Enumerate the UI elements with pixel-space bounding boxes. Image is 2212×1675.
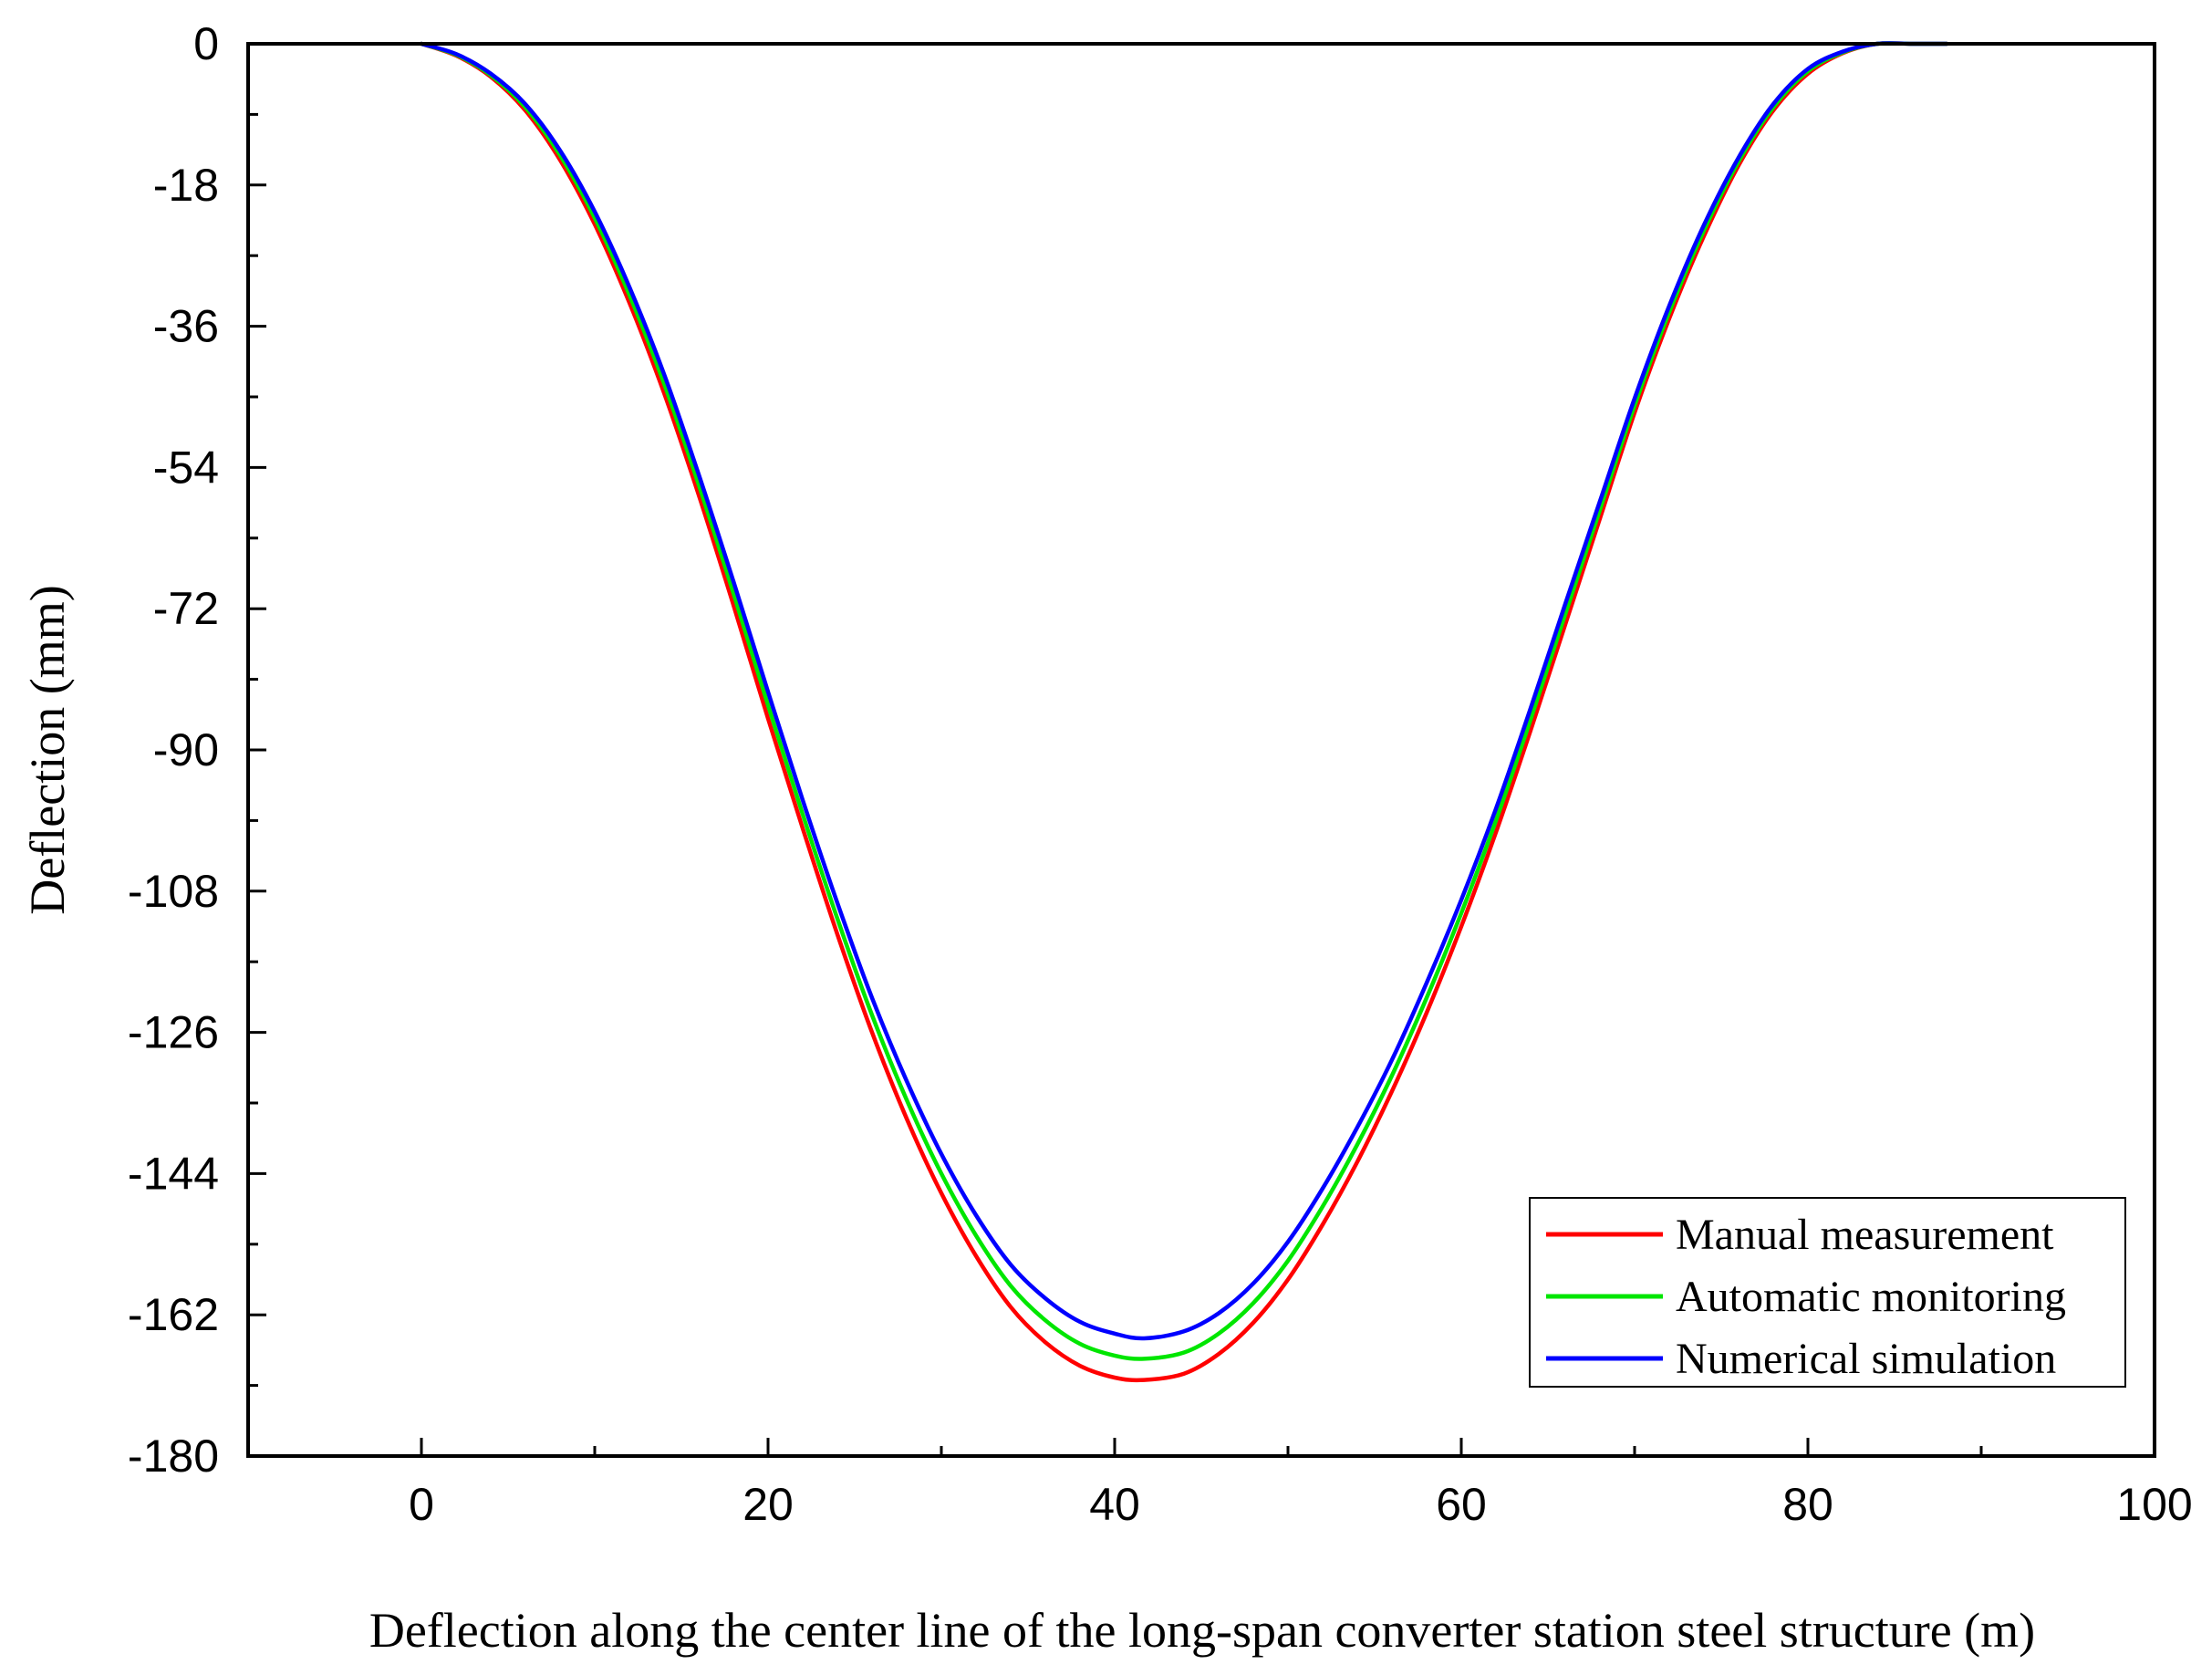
y-tick-label: -36 [153, 301, 219, 352]
y-tick-label: -72 [153, 583, 219, 634]
x-tick-label: 80 [1782, 1479, 1833, 1530]
series-line-3 [419, 41, 1949, 1341]
series-line-1 [419, 41, 1949, 1383]
y-tick-label: -180 [128, 1431, 219, 1482]
x-axis: 0 20 40 60 80 100 [246, 1438, 2193, 1530]
y-tick-label: -126 [128, 1007, 219, 1058]
legend-label-3: Numerical simulation [1676, 1335, 2056, 1383]
legend-box [1529, 1197, 2126, 1388]
x-tick-label: 100 [2116, 1479, 2192, 1530]
y-tick-label: -54 [153, 442, 219, 493]
x-axis-title: Deflection along the center line of the … [369, 1603, 2035, 1658]
legend: Manual measurement Automatic monitoring Nu… [1529, 1197, 2126, 1388]
y-tick-label: -90 [153, 724, 219, 775]
x-tick-label: 60 [1436, 1479, 1487, 1530]
x-tick-label: 20 [743, 1479, 794, 1530]
y-tick-label: -162 [128, 1289, 219, 1340]
legend-label-1: Manual measurement [1676, 1211, 2054, 1259]
y-axis-title: Deflection (mm) [20, 585, 75, 914]
x-tick-label: 0 [409, 1479, 434, 1530]
y-tick-label: -144 [128, 1148, 219, 1199]
y-tick-label: -18 [153, 160, 219, 211]
y-axis: 0 -18 -36 -54 -72 -90 -108 -126 -144 -162 -180 [128, 18, 266, 1482]
x-tick-label: 40 [1089, 1479, 1140, 1530]
series-line-2 [419, 41, 1949, 1361]
plot-area [419, 41, 1949, 1383]
y-tick-label: 0 [193, 18, 219, 69]
legend-label-2: Automatic monitoring [1676, 1273, 2066, 1321]
y-tick-label: -108 [128, 866, 219, 917]
